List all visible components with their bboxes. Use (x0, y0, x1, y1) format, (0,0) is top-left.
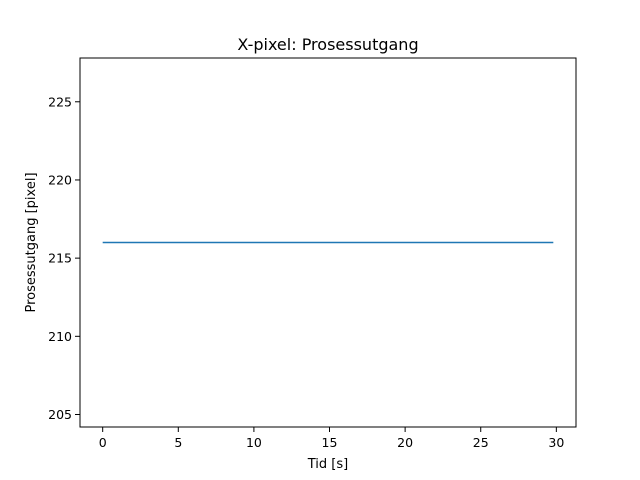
x-axis: 0 5 10 15 20 25 30 (99, 427, 564, 450)
x-axis-label: Tid [s] (307, 457, 348, 472)
y-tick-label: 205 (48, 407, 72, 422)
x-tick-label: 25 (473, 435, 489, 450)
x-tick-label: 30 (548, 435, 564, 450)
x-tick-label: 10 (246, 435, 262, 450)
x-tick-label: 20 (397, 435, 413, 450)
y-axis-label: Prosessutgang [pixel] (24, 172, 39, 312)
y-tick-label: 220 (48, 172, 72, 187)
y-tick-label: 215 (48, 251, 72, 266)
plot-frame (79, 57, 577, 428)
x-tick-label: 0 (99, 435, 107, 450)
x-tick-label: 5 (174, 435, 182, 450)
y-tick-label: 210 (48, 329, 72, 344)
y-axis: 205 210 215 220 225 (48, 94, 80, 422)
y-tick-label: 225 (48, 94, 72, 109)
x-tick-label: 15 (322, 435, 338, 450)
chart-title: X-pixel: Prosessutgang (237, 35, 418, 54)
